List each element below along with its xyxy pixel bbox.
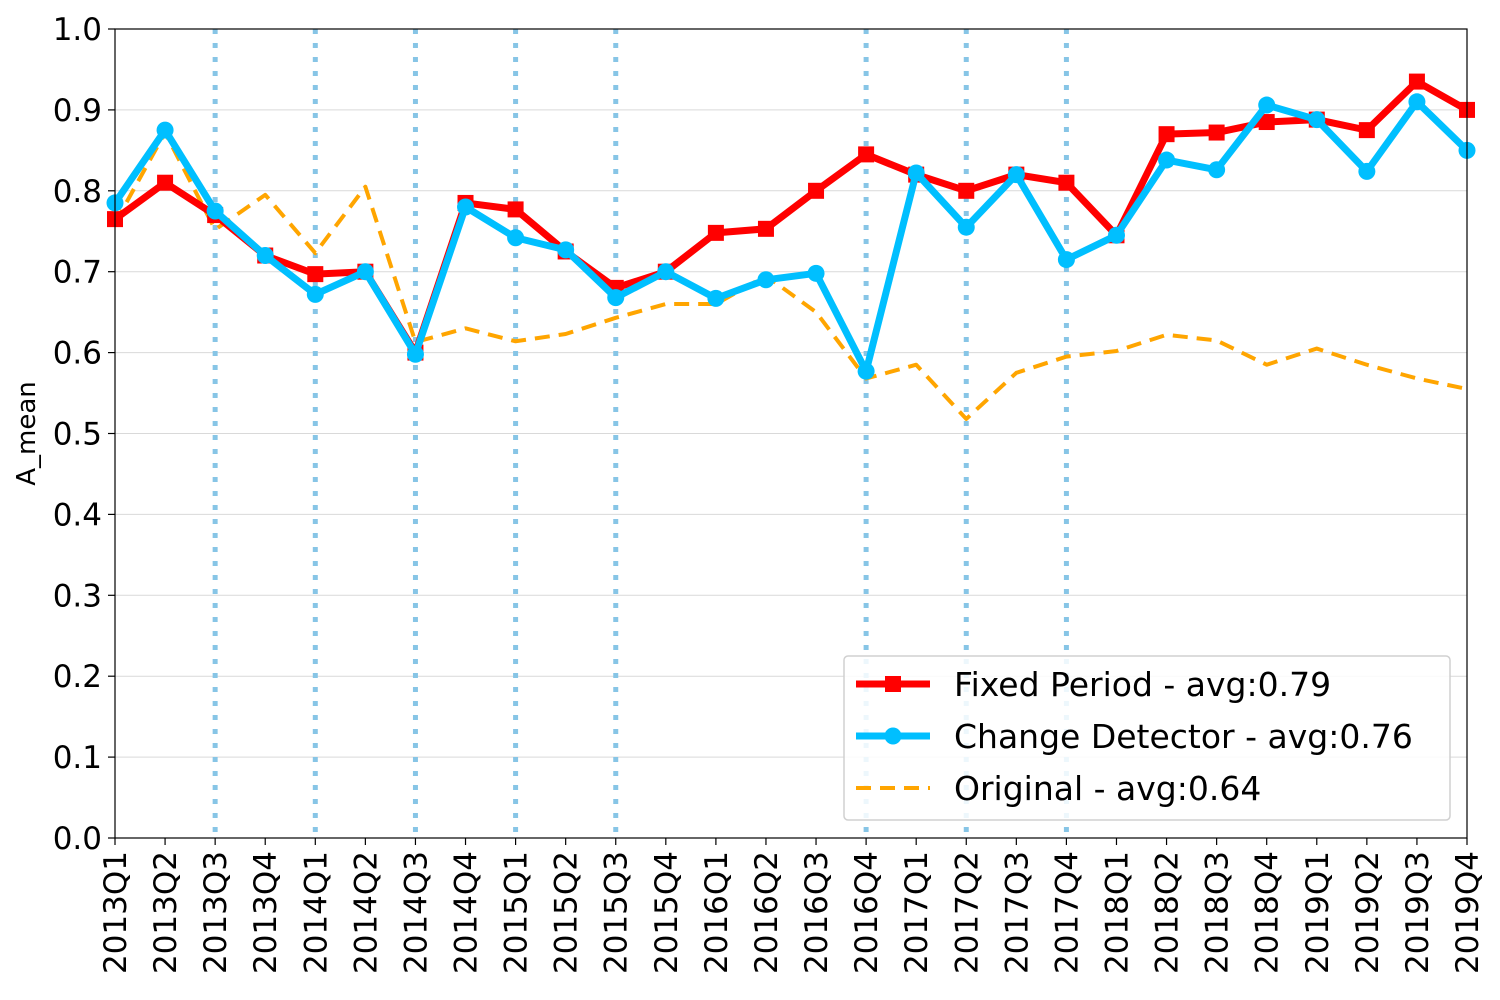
change-detector-point — [356, 263, 374, 281]
change-detector-point — [607, 289, 625, 307]
x-tick-label: 2016Q3 — [799, 851, 835, 974]
x-tick-label: 2013Q4 — [248, 851, 284, 974]
series-lines — [106, 73, 1476, 421]
x-tick-label: 2016Q1 — [699, 851, 735, 974]
y-tick-label: 0.2 — [53, 659, 102, 695]
x-tick-label: 2017Q2 — [949, 851, 985, 974]
x-tick-label: 2019Q1 — [1300, 851, 1336, 974]
legend-label: Change Detector - avg:0.76 — [954, 717, 1413, 756]
change-detector-point — [1057, 251, 1075, 269]
fixed-period-point — [858, 146, 875, 163]
fixed-period-point — [1208, 124, 1225, 141]
series-line-0 — [112, 78, 1469, 357]
x-tick-label: 2016Q4 — [849, 851, 885, 974]
y-axis-label: A_mean — [12, 381, 42, 486]
fixed-period-point — [1158, 126, 1175, 143]
x-tick-label: 2019Q4 — [1450, 851, 1486, 974]
change-detector-point — [1158, 151, 1176, 169]
change-detector-point — [657, 263, 675, 281]
x-tick-label: 2014Q3 — [398, 851, 434, 974]
x-tick-label: 2015Q3 — [599, 851, 635, 974]
legend: Fixed Period - avg:0.79 Change Detector -… — [843, 655, 1451, 821]
fixed-period-point — [1258, 114, 1275, 131]
x-tick-label: 2013Q2 — [148, 851, 184, 974]
change-detector-point — [807, 264, 825, 282]
y-tick-label: 0.7 — [53, 255, 102, 291]
y-tick-label: 0.1 — [53, 740, 102, 776]
change-detector-point — [1408, 93, 1426, 111]
legend-marker — [885, 676, 901, 692]
x-tick-label: 2017Q1 — [899, 851, 935, 974]
change-detector-point — [757, 271, 775, 289]
change-detector-point — [1007, 166, 1025, 184]
y-tick-label: 0.6 — [53, 336, 102, 372]
change-detector-point — [1308, 111, 1326, 129]
series-line-2 — [113, 130, 1468, 421]
fixed-period-point — [958, 182, 975, 199]
y-tick-label: 0.3 — [53, 578, 102, 614]
x-tick-label: 2018Q2 — [1150, 851, 1186, 974]
change-detector-point — [1107, 226, 1125, 244]
y-tick-label: 1.0 — [53, 12, 102, 48]
y-tick-label: 0.5 — [53, 417, 102, 453]
change-detector-point — [1208, 161, 1226, 179]
change-detector-point — [206, 202, 224, 220]
legend-marker — [884, 727, 902, 745]
legend-items: Fixed Period - avg:0.79 Change Detector -… — [856, 665, 1413, 808]
x-tick-label: 2013Q1 — [98, 851, 134, 974]
x-tick-label: 2016Q2 — [749, 851, 785, 974]
y-tick-label: 0.9 — [53, 93, 102, 129]
change-detector-point — [1258, 96, 1276, 114]
legend-label: Original - avg:0.64 — [954, 769, 1261, 808]
change-detector-point — [406, 345, 424, 363]
fixed-period-point — [157, 174, 174, 191]
change-detector-point — [256, 247, 274, 265]
fixed-period-point — [1408, 73, 1425, 90]
change-detector-point — [306, 285, 324, 303]
change-detector-point — [907, 164, 925, 182]
x-tick-label: 2018Q3 — [1200, 851, 1236, 974]
x-tick-label: 2015Q2 — [549, 851, 585, 974]
fixed-period-point — [707, 224, 724, 241]
x-tick-label: 2018Q1 — [1099, 851, 1135, 974]
fixed-period-point — [1358, 122, 1375, 139]
x-tick-label: 2019Q2 — [1350, 851, 1386, 974]
x-tick-label: 2015Q4 — [649, 851, 685, 974]
x-tick-label: 2013Q3 — [198, 851, 234, 974]
fixed-period-point — [507, 201, 524, 218]
x-tick-label: 2018Q4 — [1250, 851, 1286, 974]
fixed-period-point — [307, 266, 324, 283]
fixed-period-point — [757, 220, 774, 237]
change-detector-point — [507, 229, 525, 247]
legend-box — [843, 655, 1451, 821]
change-detector-point — [957, 218, 975, 236]
y-tick-label: 0.4 — [53, 497, 102, 533]
series-line-1 — [112, 98, 1470, 375]
x-tick-label: 2017Q3 — [999, 851, 1035, 974]
x-axis-ticks: 2013Q1 2013Q2 2013Q3 2013Q4 2014Q1 2014Q2 2014… — [98, 838, 1486, 974]
x-tick-label: 2017Q4 — [1049, 851, 1085, 974]
y-tick-label: 0.0 — [53, 821, 102, 857]
fixed-period-point — [1058, 174, 1075, 191]
change-detector-point — [457, 198, 475, 216]
x-tick-label: 2015Q1 — [499, 851, 535, 974]
change-detector-point — [557, 241, 575, 259]
x-tick-label: 2014Q2 — [348, 851, 384, 974]
y-axis-ticks: 0.0 0.1 0.2 0.3 0.4 0.5 0.6 0.7 0.8 0.9 1.0 — [53, 12, 115, 857]
fixed-period-point — [808, 182, 825, 199]
x-tick-label: 2014Q4 — [449, 851, 485, 974]
x-tick-label: 2014Q1 — [298, 851, 334, 974]
change-detector-point — [857, 362, 875, 380]
legend-label: Fixed Period - avg:0.79 — [954, 665, 1331, 704]
change-detector-point — [1358, 162, 1376, 180]
y-tick-label: 0.8 — [53, 174, 102, 210]
x-tick-label: 2019Q3 — [1400, 851, 1436, 974]
change-detector-point — [707, 289, 725, 307]
change-detector-point — [156, 121, 174, 139]
